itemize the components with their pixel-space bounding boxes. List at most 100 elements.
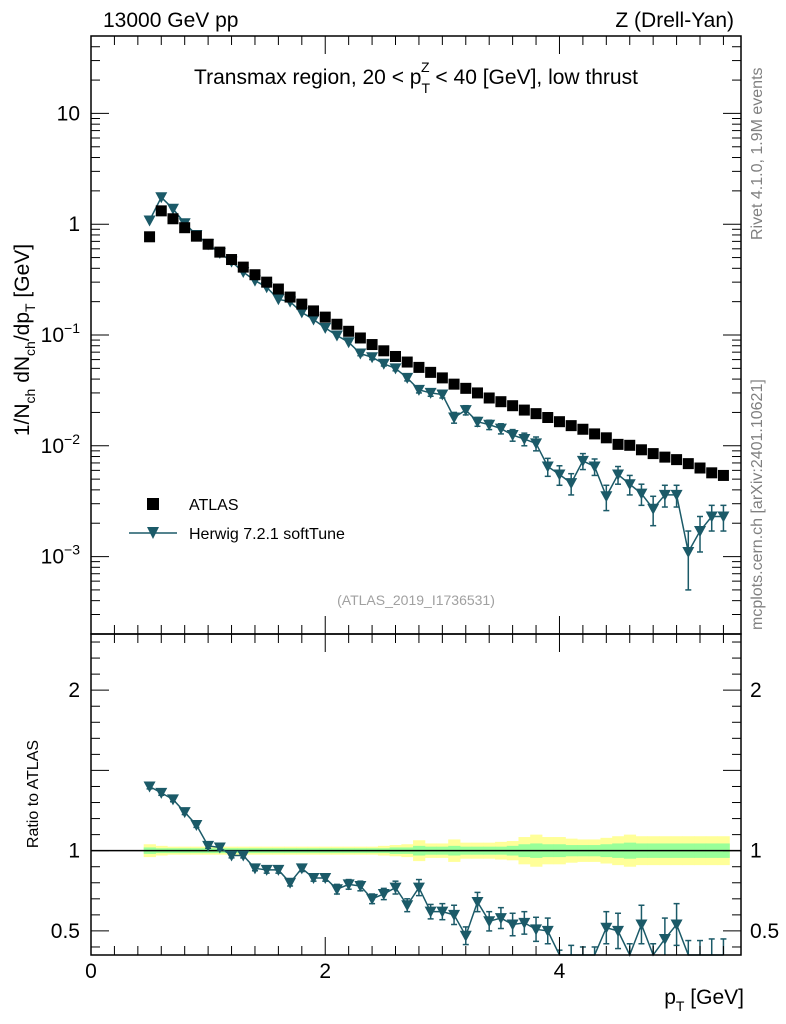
ratio-y-tick-label-right: 2	[750, 679, 762, 702]
atlas-point	[624, 439, 636, 451]
herwig-point	[471, 416, 484, 428]
ratio-point	[389, 882, 402, 894]
main-y-tick-labels: 10−3 10−2 10−1 1 10	[41, 102, 81, 568]
herwig-point	[295, 307, 308, 319]
atlas-series	[144, 205, 729, 481]
ratio-point	[295, 863, 308, 875]
herwig-point	[518, 434, 531, 446]
legend-atlas-marker	[147, 498, 159, 510]
ratio-point	[459, 930, 472, 942]
herwig-point	[600, 491, 613, 503]
ratio-point	[600, 922, 613, 934]
atlas-point	[600, 432, 612, 444]
main-axis-ticks	[90, 35, 741, 635]
x-tick-label: 0	[85, 960, 97, 983]
main-panel: 10−3 10−2 10−1 1 10 Transmax region, 20 < pT…	[11, 35, 742, 635]
ratio-y-tick-label-left: 2	[68, 679, 80, 702]
ratio-point	[530, 924, 543, 936]
atlas-point	[261, 276, 273, 288]
herwig-point	[494, 423, 507, 435]
legend-herwig-marker	[147, 527, 159, 539]
ratio-point	[213, 842, 226, 854]
herwig-point	[553, 469, 566, 481]
atlas-point	[565, 420, 577, 432]
ratio-point	[401, 900, 414, 912]
ratio-point	[635, 919, 648, 931]
herwig-point	[377, 358, 390, 370]
ratio-point	[143, 781, 156, 793]
ratio-point	[248, 863, 261, 875]
atlas-point	[284, 291, 296, 303]
atlas-point	[190, 230, 202, 242]
atlas-point	[425, 366, 437, 378]
ratio-line	[149, 785, 724, 957]
ratio-frame	[90, 633, 742, 956]
atlas-point	[706, 467, 718, 479]
atlas-point	[682, 458, 694, 470]
y-tick-label: 10	[57, 102, 80, 125]
herwig-point	[717, 511, 730, 523]
ratio-point	[670, 919, 683, 931]
legend: ATLAS Herwig 7.2.1 softTune	[129, 497, 345, 543]
ratio-y-tick-label-right: 1	[750, 840, 762, 863]
atlas-point	[343, 325, 355, 337]
herwig-point	[319, 322, 332, 334]
herwig-point	[412, 384, 425, 396]
header-process: Z (Drell-Yan)	[615, 9, 734, 32]
herwig-point	[623, 479, 636, 491]
ratio-herwig-line	[149, 785, 724, 957]
atlas-point	[507, 400, 519, 412]
ratio-y-axis-label: Ratio to ATLAS	[25, 740, 42, 848]
y-tick-label: 10−2	[41, 431, 81, 458]
herwig-point	[143, 215, 156, 227]
ratio-point	[155, 787, 168, 799]
herwig-point	[483, 419, 496, 431]
atlas-point	[460, 382, 472, 394]
y-tick-label: 10−1	[41, 320, 81, 347]
legend-herwig-label: Herwig 7.2.1 softTune	[189, 526, 345, 543]
x-tick-label: 2	[319, 960, 331, 983]
herwig-point	[576, 455, 589, 467]
atlas-point	[319, 311, 331, 323]
ratio-point	[658, 933, 671, 945]
ratio-point	[377, 889, 390, 901]
ratio-point	[225, 850, 238, 862]
mcplots-label: mcplots.cern.ch [arXiv:2401.10621]	[749, 379, 766, 630]
chart-title: Transmax region, 20 < pTZ < 40 [GeV], lo…	[194, 59, 638, 96]
herwig-point	[682, 546, 695, 558]
atlas-point	[272, 283, 284, 295]
ratio-point	[307, 872, 320, 884]
atlas-point	[413, 361, 425, 373]
atlas-point	[366, 339, 378, 351]
atlas-point	[179, 222, 191, 234]
atlas-point	[296, 298, 308, 310]
atlas-point	[471, 387, 483, 399]
atlas-point	[717, 469, 729, 481]
ratio-y-tick-label-right: 0.5	[750, 920, 779, 943]
atlas-point	[167, 213, 179, 225]
ratio-point	[237, 850, 250, 862]
atlas-point	[495, 396, 507, 408]
herwig-point	[694, 526, 707, 538]
ratio-point	[483, 916, 496, 928]
atlas-point	[378, 345, 390, 357]
herwig-point	[330, 330, 343, 342]
ratio-panel: 0.5 0.5 1 1 2 2 0 2 4 Ratio to ATLAS pT [GeV]	[25, 633, 779, 1014]
atlas-point	[308, 305, 320, 317]
atlas-point	[331, 318, 343, 330]
ratio-point	[436, 906, 449, 918]
x-tick-labels: 0 2 4	[85, 960, 565, 983]
x-tick-label: 4	[554, 960, 566, 983]
atlas-point	[542, 412, 554, 424]
herwig-point	[647, 503, 660, 515]
herwig-point	[670, 489, 683, 501]
herwig-point	[424, 387, 437, 399]
herwig-point	[459, 405, 472, 417]
herwig-point	[155, 192, 168, 204]
ratio-point	[202, 840, 215, 852]
ratio-axis-ticks	[90, 634, 741, 955]
ratio-point	[272, 864, 285, 876]
herwig-point	[506, 430, 519, 442]
ratio-y-tick-label-left: 0.5	[51, 920, 80, 943]
